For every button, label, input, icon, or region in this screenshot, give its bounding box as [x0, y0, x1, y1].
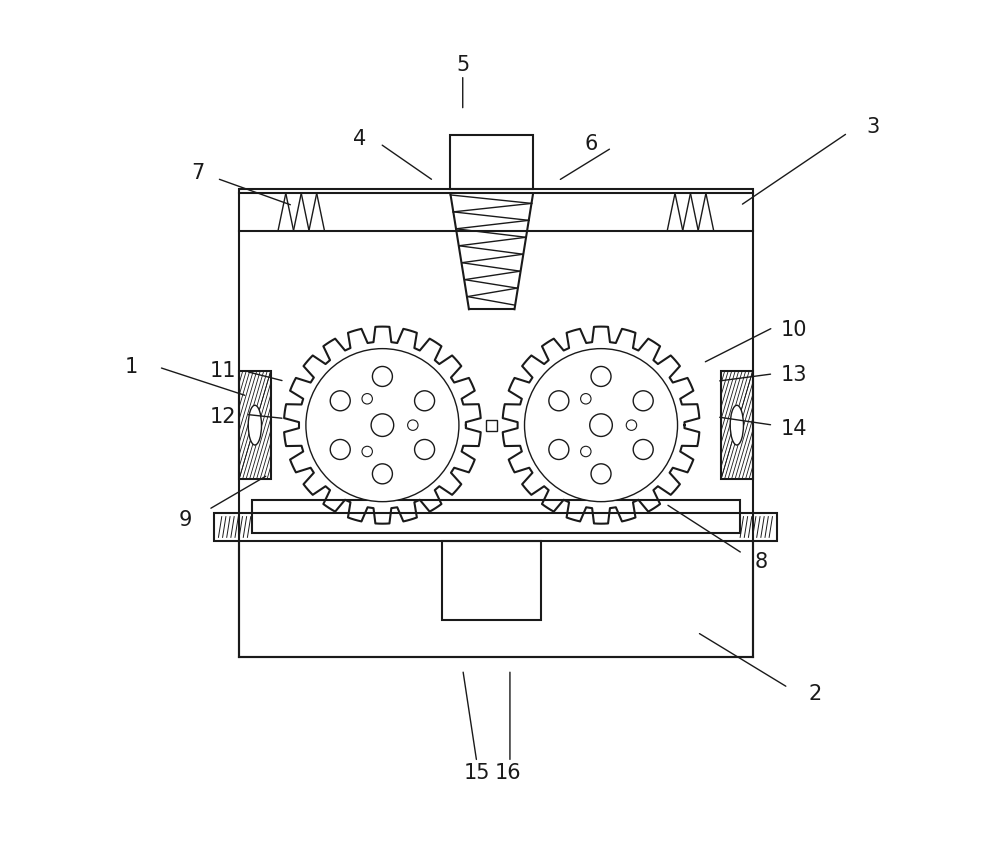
Bar — [252, 499, 740, 533]
Bar — [450, 136, 533, 189]
Circle shape — [372, 464, 392, 484]
Circle shape — [415, 440, 435, 460]
Text: 7: 7 — [191, 163, 204, 183]
Circle shape — [591, 464, 611, 484]
Circle shape — [626, 420, 637, 430]
Text: 13: 13 — [781, 365, 807, 386]
Circle shape — [372, 366, 392, 386]
Circle shape — [371, 413, 394, 436]
Text: 3: 3 — [866, 117, 879, 137]
Bar — [486, 420, 497, 430]
Circle shape — [633, 440, 653, 460]
Text: 6: 6 — [584, 134, 598, 153]
Circle shape — [415, 391, 435, 411]
Bar — [721, 371, 753, 479]
Circle shape — [590, 413, 612, 436]
Text: 12: 12 — [209, 407, 236, 427]
Text: 9: 9 — [179, 510, 192, 530]
Text: 4: 4 — [353, 130, 366, 149]
Text: 10: 10 — [781, 320, 807, 340]
Ellipse shape — [248, 405, 262, 445]
Circle shape — [549, 440, 569, 460]
Text: 16: 16 — [495, 763, 522, 783]
Text: 11: 11 — [209, 361, 236, 381]
Bar — [239, 371, 271, 479]
Circle shape — [330, 391, 350, 411]
Circle shape — [581, 446, 591, 456]
Circle shape — [408, 420, 418, 430]
Bar — [239, 189, 753, 657]
Circle shape — [549, 391, 569, 411]
Text: 1: 1 — [125, 357, 138, 377]
Bar — [214, 513, 777, 541]
Circle shape — [525, 349, 678, 502]
Text: 14: 14 — [781, 419, 807, 440]
Ellipse shape — [730, 405, 743, 445]
Text: 15: 15 — [464, 763, 490, 783]
Circle shape — [591, 366, 611, 386]
Circle shape — [581, 393, 591, 404]
Text: 5: 5 — [456, 55, 469, 75]
Bar — [442, 541, 541, 621]
Circle shape — [306, 349, 459, 502]
Circle shape — [362, 393, 372, 404]
Circle shape — [633, 391, 653, 411]
Circle shape — [330, 440, 350, 460]
Text: 8: 8 — [754, 552, 767, 572]
Text: 2: 2 — [808, 685, 821, 704]
Circle shape — [362, 446, 372, 456]
